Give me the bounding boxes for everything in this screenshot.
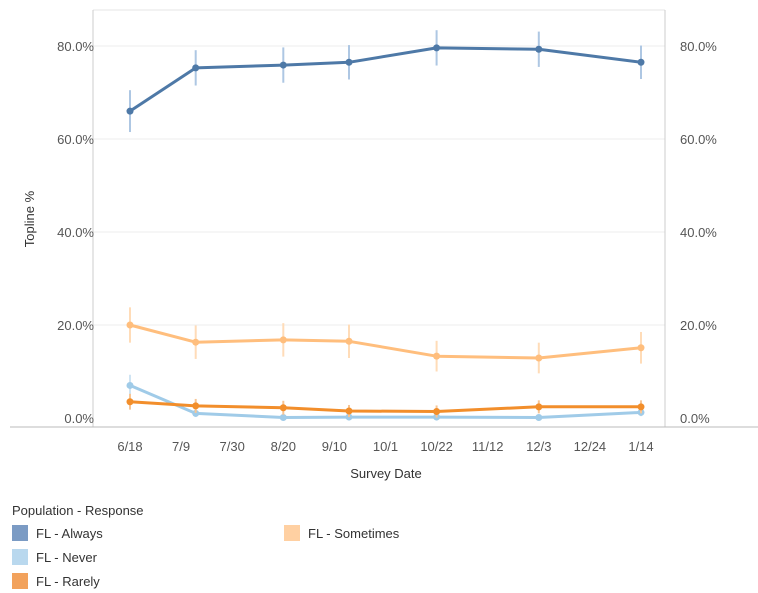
y-tick-label: 60.0%	[57, 132, 94, 147]
data-point	[637, 403, 645, 411]
data-point	[345, 407, 353, 415]
x-axis: 6/18 7/9 7/30 8/20 9/10 10/1 10/22 11/12 12/3 12/…	[117, 439, 653, 454]
y-axis-left: 0.0% 20.0% 40.0% 60.0% 80.0%	[57, 39, 94, 426]
line-chart: 0.0% 20.0% 40.0% 60.0% 80.0% 0.0% 20.0% 40.0% 6…	[10, 9, 758, 481]
y-tick-label-right: 80.0%	[680, 39, 717, 54]
data-point	[535, 45, 543, 53]
data-point	[535, 354, 543, 362]
legend-label: FL - Sometimes	[308, 525, 400, 541]
x-axis-title: Survey Date	[350, 466, 422, 481]
y-tick-label-right: 60.0%	[680, 132, 717, 147]
x-tick-label: 8/20	[271, 439, 296, 454]
data-point	[126, 381, 134, 389]
data-point	[279, 404, 287, 412]
data-point	[345, 337, 353, 345]
y-axis-right: 0.0% 20.0% 40.0% 60.0% 80.0%	[680, 39, 717, 426]
y-tick-label-right: 0.0%	[680, 411, 710, 426]
legend-item-fl-always[interactable]: FL - Always	[12, 525, 103, 541]
y-tick-label: 80.0%	[57, 39, 94, 54]
x-tick-label: 7/9	[172, 439, 190, 454]
series-fl-rarely	[126, 393, 645, 418]
legend-label: FL - Rarely	[36, 573, 100, 589]
data-point	[192, 409, 200, 417]
series-fl-always	[126, 30, 645, 133]
legend-item-fl-never[interactable]: FL - Never	[12, 549, 97, 565]
data-point	[192, 402, 200, 410]
x-tick-label: 9/10	[322, 439, 347, 454]
data-point	[433, 407, 441, 415]
legend-item-fl-sometimes[interactable]: FL - Sometimes	[284, 525, 399, 541]
y-tick-label-right: 20.0%	[680, 318, 717, 333]
data-point	[192, 64, 200, 72]
y-tick-label: 0.0%	[64, 411, 94, 426]
data-point	[433, 352, 441, 360]
data-point	[535, 403, 543, 411]
x-tick-label: 12/3	[526, 439, 551, 454]
x-tick-label: 10/22	[420, 439, 453, 454]
y-axis-title: Topline %	[22, 190, 37, 247]
legend-swatch	[12, 573, 28, 589]
y-tick-label-right: 40.0%	[680, 225, 717, 240]
data-point	[279, 61, 287, 69]
x-tick-label: 12/24	[574, 439, 607, 454]
gridlines	[93, 45, 665, 326]
data-point	[126, 321, 134, 329]
x-tick-label: 1/14	[628, 439, 653, 454]
legend-swatch	[284, 525, 300, 541]
data-point	[126, 107, 134, 115]
data-point	[279, 414, 287, 422]
series-layer	[126, 30, 645, 422]
x-tick-label: 10/1	[373, 439, 398, 454]
x-tick-label: 11/12	[472, 439, 504, 454]
data-point	[433, 44, 441, 52]
series-fl-sometimes	[126, 307, 645, 374]
legend-label: FL - Always	[36, 525, 103, 541]
data-point	[637, 58, 645, 66]
series-fl-never	[126, 374, 645, 422]
y-tick-label: 20.0%	[57, 318, 94, 333]
x-tick-label: 6/18	[117, 439, 142, 454]
data-point	[535, 414, 543, 422]
legend-swatch	[12, 525, 28, 541]
legend-swatch	[12, 549, 28, 565]
data-point	[126, 398, 134, 406]
series-line	[129, 400, 641, 413]
legend-label: FL - Never	[36, 549, 97, 565]
legend: Population - Response FL - Always FL - N…	[12, 503, 752, 591]
data-point	[279, 336, 287, 344]
x-tick-label: 7/30	[220, 439, 245, 454]
data-point	[192, 338, 200, 346]
legend-item-fl-rarely[interactable]: FL - Rarely	[12, 573, 100, 589]
series-line	[129, 323, 642, 360]
y-tick-label: 40.0%	[57, 225, 94, 240]
data-point	[637, 344, 645, 352]
series-line	[129, 46, 642, 113]
legend-title: Population - Response	[12, 503, 144, 518]
data-point	[345, 58, 353, 66]
